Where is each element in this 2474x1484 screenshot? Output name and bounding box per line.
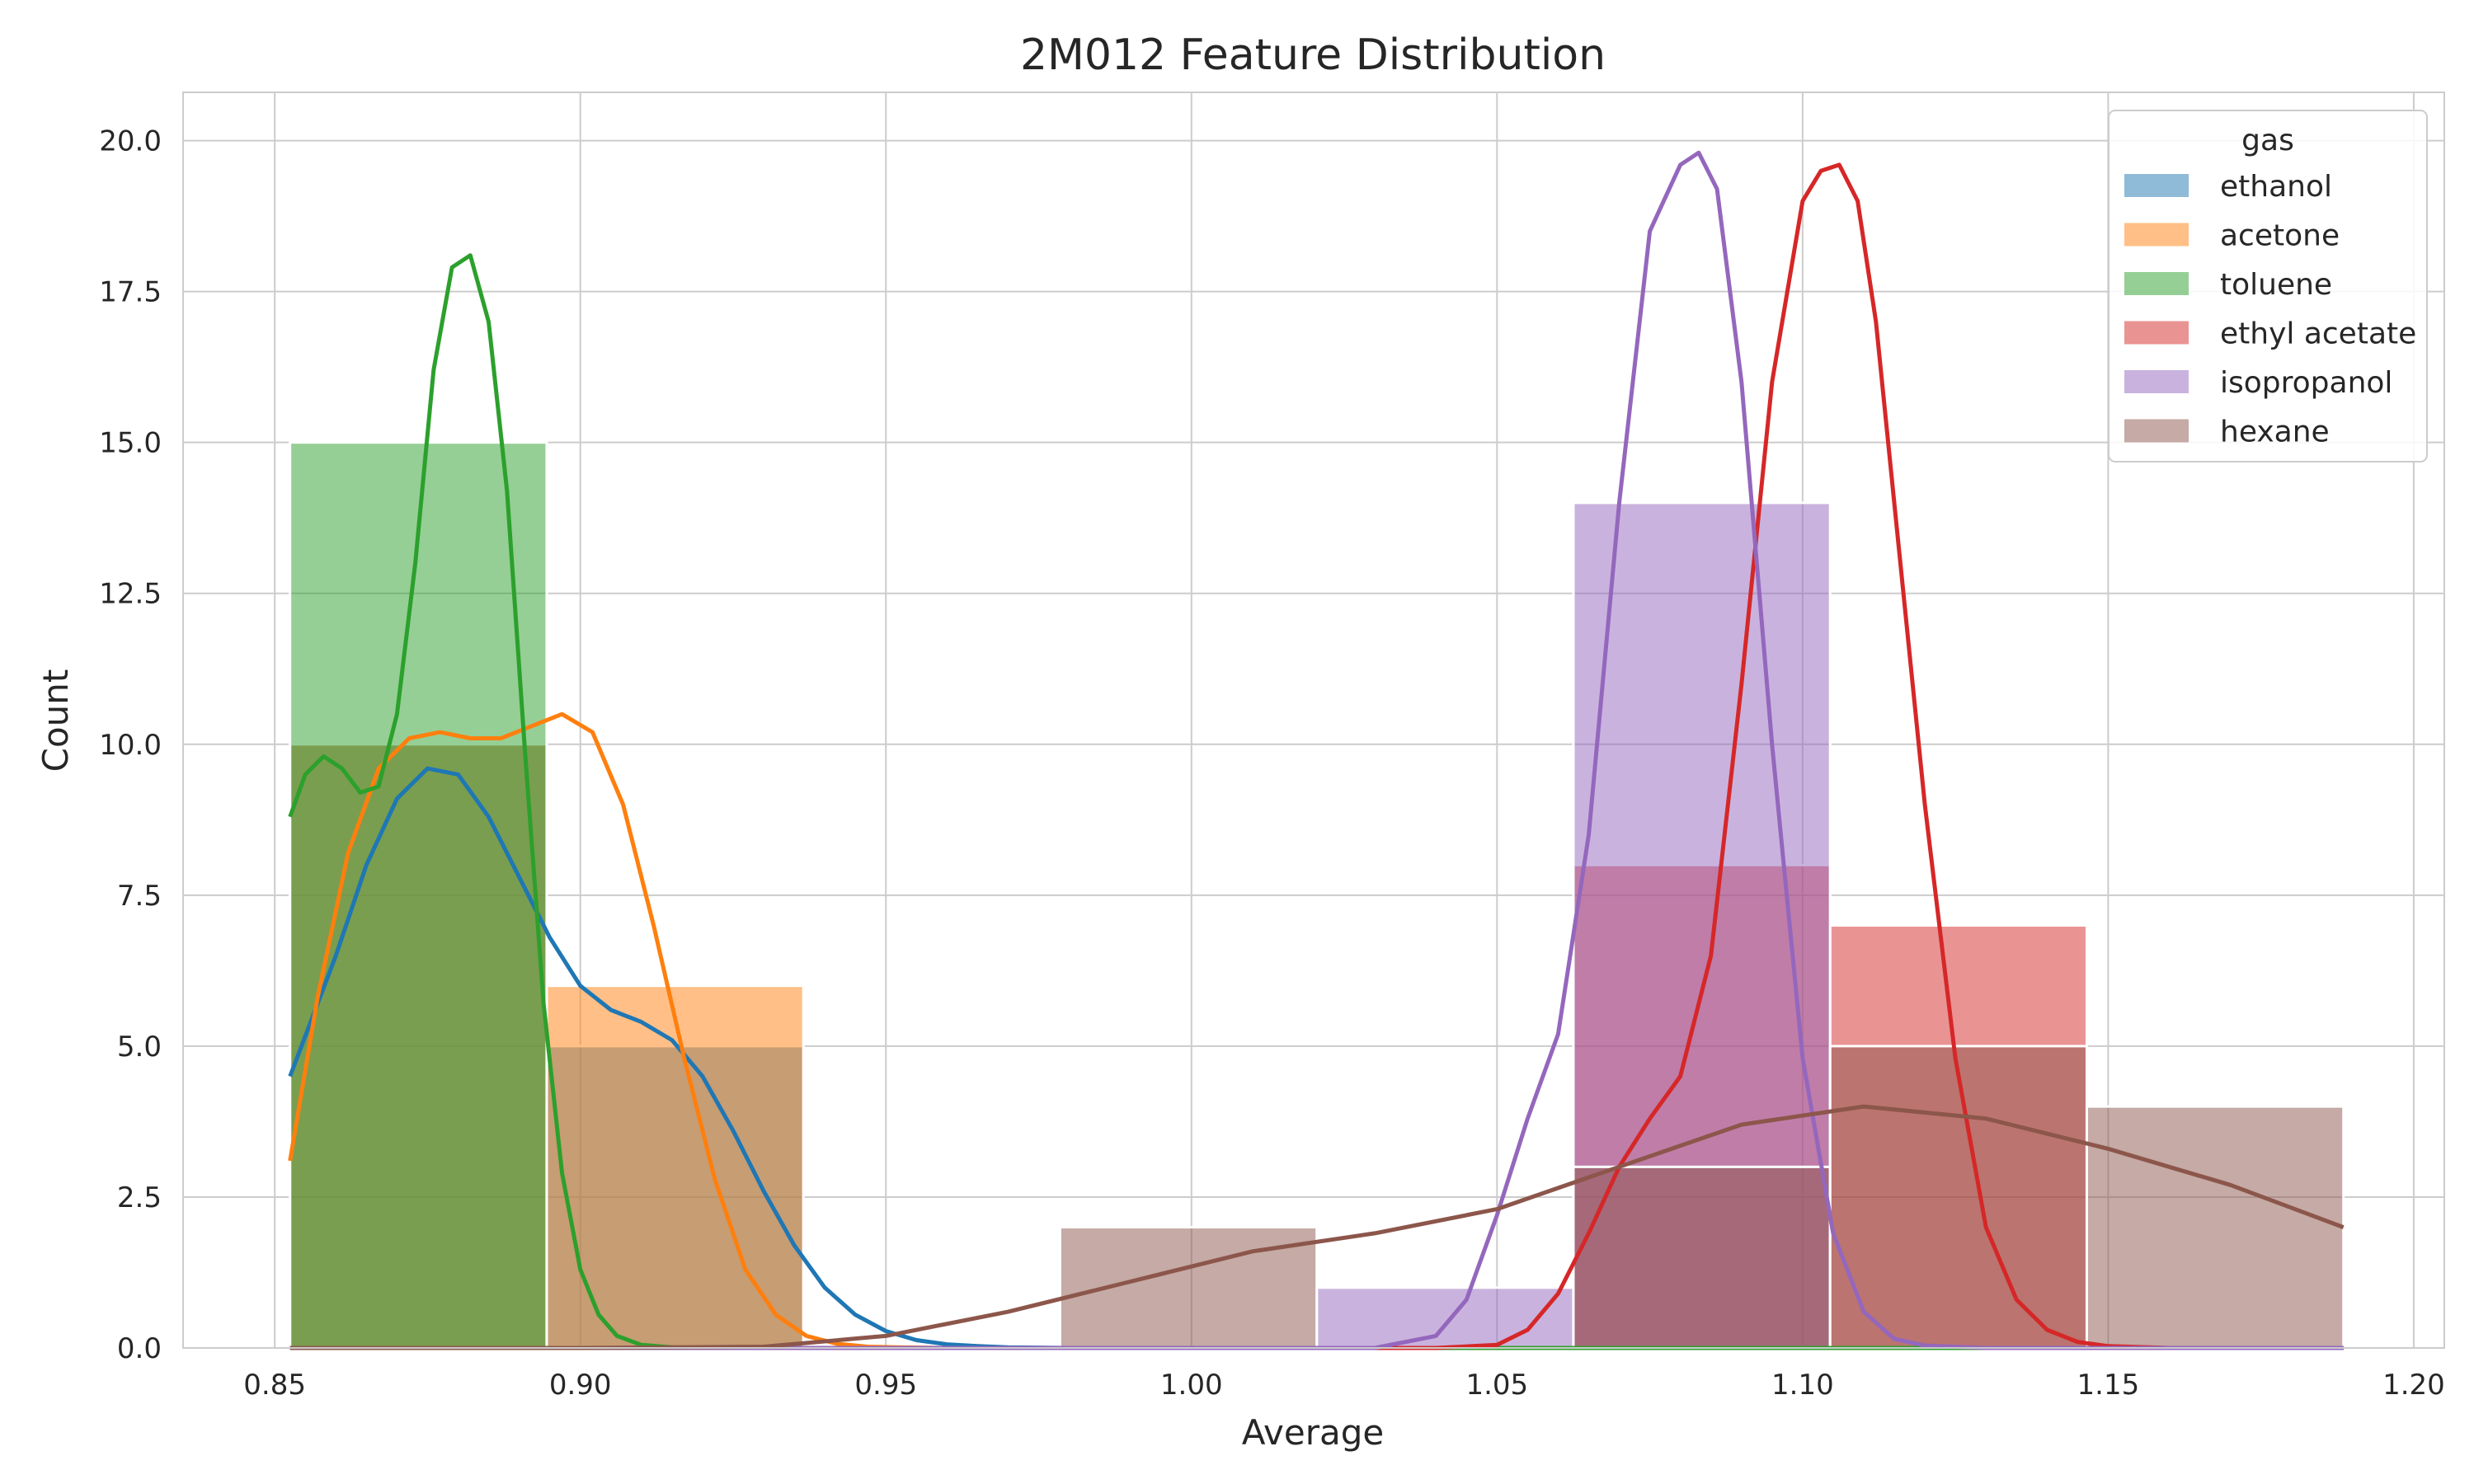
- x-axis-ticks: 0.85 0.90 0.95 1.00 1.05 1.10 1.15 1.20: [243, 1369, 2444, 1402]
- legend-swatch: [2124, 272, 2189, 295]
- x-tick-label: 1.05: [1465, 1369, 1528, 1402]
- histogram-bar: [1315, 1286, 1575, 1350]
- y-tick-label: 15.0: [99, 427, 162, 460]
- legend-label: isopropanol: [2220, 366, 2392, 400]
- x-tick-label: 0.95: [854, 1369, 917, 1402]
- histogram-bar: [289, 441, 548, 1350]
- histogram-bar: [1572, 1165, 1832, 1350]
- kde-line: [289, 162, 2344, 1350]
- plot-area: 0.85 0.90 0.95 1.00 1.05 1.10 1.15 1.20 0.0 2.5 5…: [99, 92, 2445, 1402]
- histogram-bar: [2085, 1105, 2345, 1350]
- y-tick-label: 17.5: [99, 276, 162, 309]
- legend-items: ethanol acetone toluene ethyl acetate isopro…: [2124, 170, 2416, 449]
- plot-frame: [182, 92, 2445, 1349]
- legend-label: toluene: [2220, 268, 2332, 302]
- x-tick-label: 0.90: [549, 1369, 612, 1402]
- chart-title: 2M012 Feature Distribution: [1020, 31, 1606, 80]
- legend: gas ethanol acetone toluene ethyl acetate is…: [2108, 110, 2428, 463]
- x-axis-label: Average: [1242, 1412, 1384, 1453]
- kde-line: [289, 150, 2344, 1350]
- x-tick-label: 1.20: [2382, 1369, 2445, 1402]
- y-axis-label: Count: [35, 669, 76, 773]
- legend-label: acetone: [2220, 219, 2340, 253]
- y-axis-ticks: 0.0 2.5 5.0 7.5 10.0 12.5 15.0 17.5 20.0: [99, 125, 162, 1365]
- legend-swatch: [2124, 370, 2189, 393]
- y-tick-label: 10.0: [99, 729, 162, 762]
- histogram-bars: [289, 441, 2345, 1350]
- y-tick-label: 20.0: [99, 125, 162, 158]
- legend-label: ethyl acetate: [2220, 317, 2416, 351]
- x-tick-label: 1.00: [1160, 1369, 1223, 1402]
- legend-label: hexane: [2220, 416, 2330, 449]
- x-tick-label: 1.10: [1771, 1369, 1834, 1402]
- y-tick-label: 0.0: [117, 1332, 162, 1365]
- legend-label: ethanol: [2220, 170, 2332, 204]
- legend-swatch: [2124, 223, 2189, 247]
- legend-title: gas: [2241, 124, 2294, 157]
- grid: [183, 92, 2444, 1349]
- histogram-bar: [1828, 1045, 2088, 1350]
- y-tick-label: 12.5: [99, 578, 162, 611]
- y-tick-label: 2.5: [117, 1181, 162, 1214]
- y-tick-label: 5.0: [117, 1031, 162, 1064]
- kde-line: [289, 1104, 2345, 1350]
- x-tick-label: 1.15: [2077, 1369, 2140, 1402]
- x-tick-label: 0.85: [243, 1369, 306, 1402]
- legend-swatch: [2124, 419, 2189, 443]
- histogram-bar: [545, 984, 805, 1350]
- y-tick-label: 7.5: [117, 880, 162, 913]
- legend-swatch: [2124, 174, 2189, 197]
- legend-swatch: [2124, 321, 2189, 345]
